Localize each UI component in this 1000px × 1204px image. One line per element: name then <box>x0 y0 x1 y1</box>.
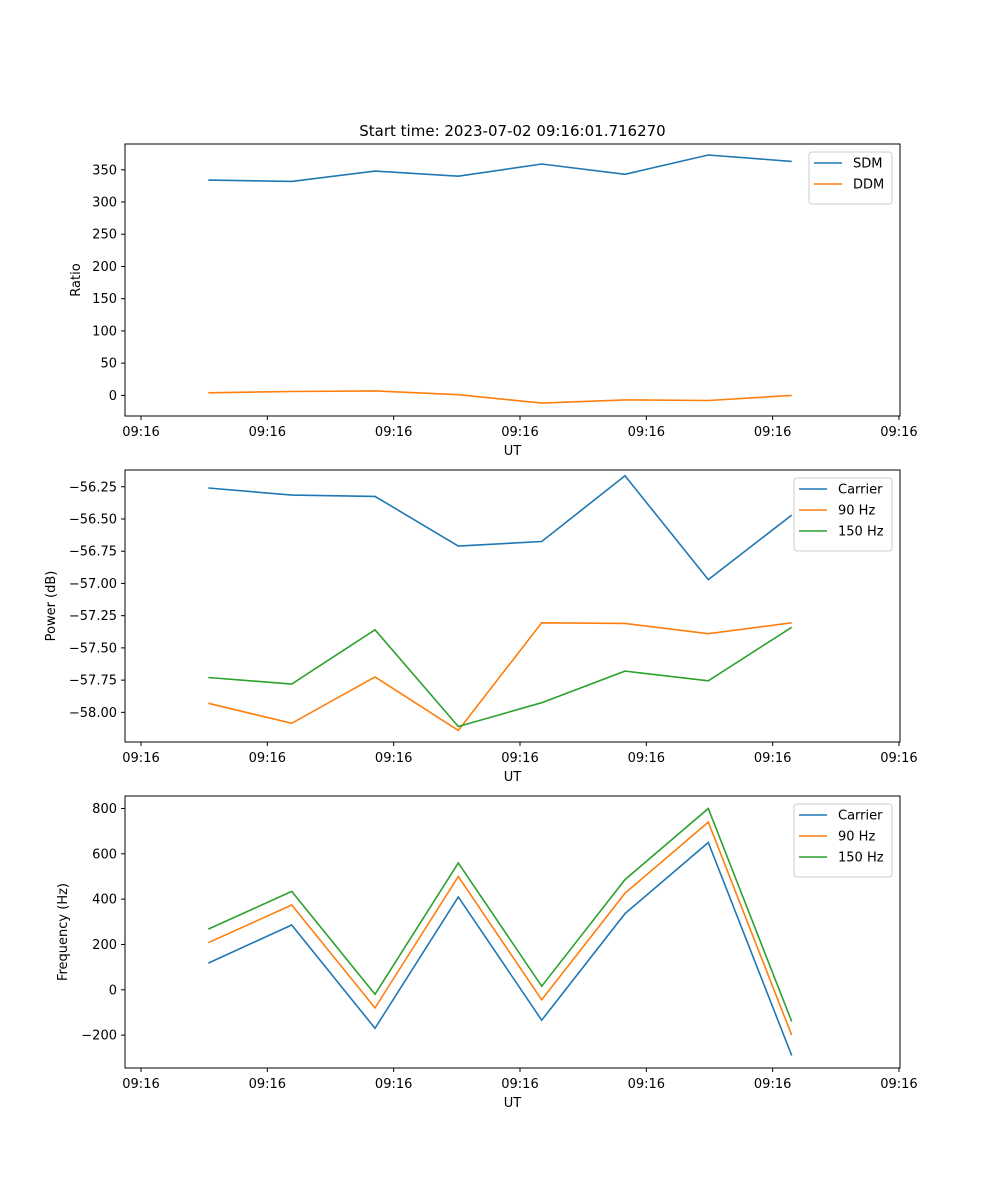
y-axis-label: Frequency (Hz) <box>56 883 71 981</box>
legend-label: 90 Hz <box>838 504 875 519</box>
x-tick-label: 09:16 <box>628 1077 665 1092</box>
y-tick-label: 600 <box>92 847 117 862</box>
axes-frame <box>124 469 901 743</box>
legend-label: 90 Hz <box>838 830 875 845</box>
x-axis-label: UT <box>504 1096 522 1111</box>
y-tick-label: −56.25 <box>69 480 117 495</box>
x-axis-label: UT <box>504 444 522 459</box>
plot-panel-1: Start time: 2023-07-02 09:16:01.716270 09… <box>69 122 918 459</box>
x-tick-label: 09:16 <box>880 1077 917 1092</box>
y-tick-label: 250 <box>92 228 117 243</box>
legend-label: 150 Hz <box>838 525 884 540</box>
series-line-carrier <box>207 841 793 1056</box>
y-tick-label: −57.25 <box>69 609 117 624</box>
x-tick-label: 09:16 <box>501 751 538 766</box>
chart-title: Start time: 2023-07-02 09:16:01.716270 <box>359 122 665 140</box>
series-line-90-hz <box>208 621 792 732</box>
x-tick-label: 09:16 <box>628 751 665 766</box>
axes-frame <box>124 143 901 417</box>
legend-label: Carrier <box>838 809 883 824</box>
x-tick-label: 09:16 <box>122 1077 159 1092</box>
x-tick-label: 09:16 <box>880 751 917 766</box>
legend: SDM DDM <box>808 151 893 205</box>
plot-panel-3: 09:1609:1609:1609:1609:1609:1609:1609:17… <box>56 795 918 1111</box>
y-tick-label: 150 <box>92 292 117 307</box>
x-tick-label: 09:16 <box>375 425 412 440</box>
legend-label: SDM <box>853 157 882 172</box>
y-axis-label: Ratio <box>69 263 84 296</box>
legend-box <box>793 803 893 878</box>
series-line-ddm <box>208 390 792 404</box>
plot-panel-2: 09:1609:1609:1609:1609:1609:1609:1609:17… <box>44 469 918 785</box>
legend-box <box>808 151 893 205</box>
legend: Carrier 90 Hz 150 Hz <box>793 477 893 552</box>
y-tick-label: 350 <box>92 163 117 178</box>
x-tick-label: 09:16 <box>249 1077 286 1092</box>
x-axis-label: UT <box>504 770 522 785</box>
legend-label: 150 Hz <box>838 851 884 866</box>
y-axis-label: Power (dB) <box>44 571 59 642</box>
x-tick-label: 09:16 <box>122 751 159 766</box>
y-tick-label: 100 <box>92 324 117 339</box>
series-line-sdm <box>208 154 792 183</box>
series-line-150-hz <box>208 626 793 728</box>
y-tick-label: −57.50 <box>69 641 117 656</box>
x-tick-label: 09:16 <box>501 425 538 440</box>
y-tick-label: 200 <box>92 260 117 275</box>
x-tick-label: 09:16 <box>628 425 665 440</box>
y-tick-label: −56.50 <box>69 512 117 527</box>
series-line-90-hz <box>207 820 793 1036</box>
x-tick-label: 09:16 <box>375 751 412 766</box>
y-tick-label: 300 <box>92 196 117 211</box>
y-tick-label: 0 <box>109 389 117 404</box>
series-line-carrier <box>208 474 793 581</box>
y-tick-label: 400 <box>92 893 117 908</box>
legend-label: Carrier <box>838 483 883 498</box>
x-tick-label: 09:16 <box>501 1077 538 1092</box>
y-tick-label: 0 <box>109 983 117 998</box>
x-tick-label: 09:16 <box>122 425 159 440</box>
y-tick-label: −200 <box>81 1029 117 1044</box>
y-tick-label: −56.75 <box>69 545 117 560</box>
x-tick-label: 09:16 <box>754 1077 791 1092</box>
y-tick-label: 200 <box>92 938 117 953</box>
legend: Carrier 90 Hz 150 Hz <box>793 803 893 878</box>
axes-frame <box>124 795 901 1069</box>
x-tick-label: 09:16 <box>375 1077 412 1092</box>
y-tick-label: 50 <box>100 357 117 372</box>
y-tick-label: −57.75 <box>69 674 117 689</box>
x-tick-label: 09:16 <box>249 425 286 440</box>
series-line-150-hz <box>207 807 793 1022</box>
legend-box <box>793 477 893 552</box>
y-tick-label: 800 <box>92 802 117 817</box>
x-tick-label: 09:16 <box>249 751 286 766</box>
x-tick-label: 09:16 <box>880 425 917 440</box>
y-tick-label: −58.00 <box>69 706 117 721</box>
legend-label: DDM <box>853 178 884 193</box>
x-tick-label: 09:16 <box>754 425 791 440</box>
y-tick-label: −57.00 <box>69 577 117 592</box>
x-tick-label: 09:16 <box>754 751 791 766</box>
